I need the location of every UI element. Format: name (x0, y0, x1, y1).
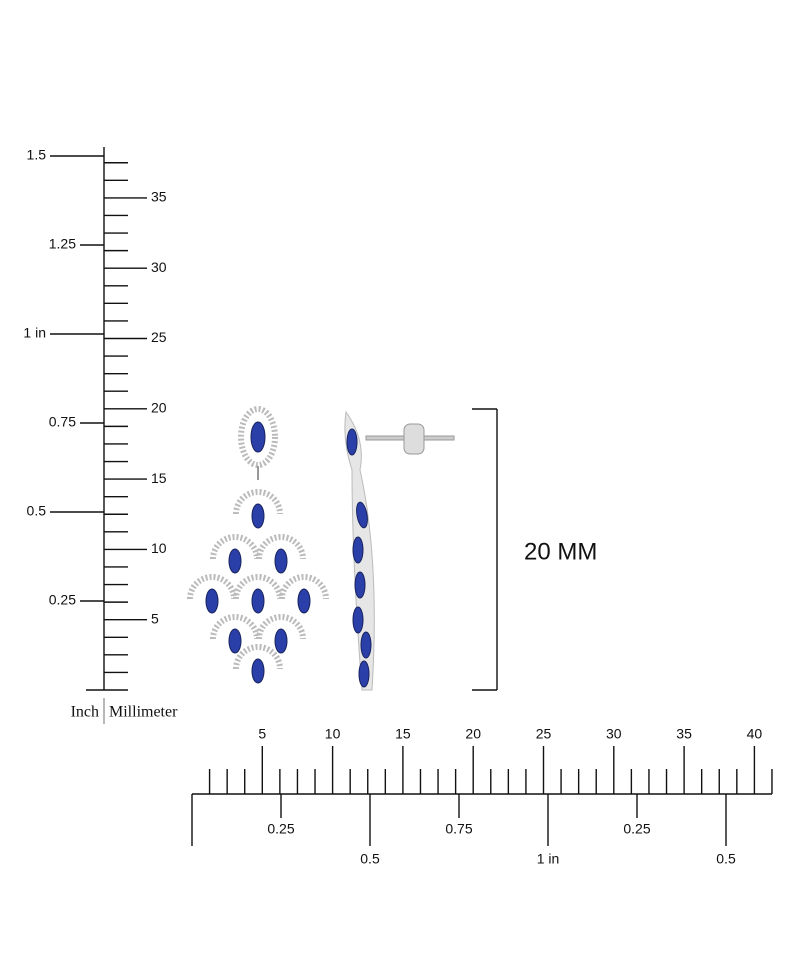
inch-tick-label: 1.5 (27, 147, 47, 163)
dimension-label: 20 MM (524, 538, 597, 565)
sapphire (297, 588, 311, 614)
inch-tick-label: 0.75 (49, 414, 76, 430)
inch-tick-label: 0.5 (360, 851, 380, 867)
sapphire (346, 428, 358, 456)
halo (238, 406, 278, 468)
sapphire (274, 548, 288, 574)
inch-tick-label: 0.5 (27, 503, 47, 519)
mm-tick-label: 15 (151, 470, 167, 486)
mm-tick-label: 35 (676, 726, 692, 742)
sapphire (251, 588, 265, 614)
inch-tick-label: 0.25 (623, 821, 650, 837)
mm-tick-label: 15 (395, 726, 411, 742)
inch-tick-label: 0.25 (267, 821, 294, 837)
inch-tick-label: 1 in (23, 325, 46, 341)
mm-tick-label: 5 (151, 610, 159, 626)
arch (210, 534, 260, 560)
sapphire (358, 660, 370, 688)
mm-tick-label: 10 (325, 726, 341, 742)
mm-tick-label: 20 (465, 726, 481, 742)
mm-tick-label: 40 (747, 726, 763, 742)
sapphire (228, 628, 242, 654)
sapphire (251, 503, 265, 529)
sapphire (274, 628, 288, 654)
sapphire (352, 606, 364, 634)
mm-tick-label: 25 (536, 726, 552, 742)
sapphire (205, 588, 219, 614)
earring-image (187, 406, 455, 691)
arch (210, 614, 260, 640)
arch (279, 574, 329, 600)
arch (233, 489, 283, 515)
inch-tick-label: 0.75 (445, 821, 472, 837)
sapphire (228, 548, 242, 574)
inch-tick-label: 0.25 (49, 592, 76, 608)
arch (233, 574, 283, 600)
sapphire (352, 536, 364, 564)
inch-tick-label: 0.5 (716, 851, 736, 867)
sapphire (360, 631, 372, 659)
clutch (403, 423, 425, 455)
mm-tick-label: 25 (151, 329, 167, 345)
inch-tick-label: 1 in (537, 851, 560, 867)
inch-caption: Inch (71, 704, 99, 721)
mm-tick-label: 20 (151, 400, 167, 416)
mm-caption: Millimeter (109, 704, 178, 721)
sapphire (251, 658, 265, 684)
arch (187, 574, 237, 600)
sapphire (356, 501, 368, 529)
arch (256, 534, 306, 560)
mm-tick-label: 10 (151, 540, 167, 556)
inch-tick-label: 1.25 (49, 236, 76, 252)
mm-tick-label: 30 (606, 726, 622, 742)
mm-tick-label: 35 (151, 189, 167, 205)
mm-tick-label: 30 (151, 259, 167, 275)
arch (256, 614, 306, 640)
sapphire (250, 421, 266, 453)
mm-tick-label: 5 (258, 726, 266, 742)
sapphire (354, 571, 366, 599)
arch (233, 644, 283, 670)
